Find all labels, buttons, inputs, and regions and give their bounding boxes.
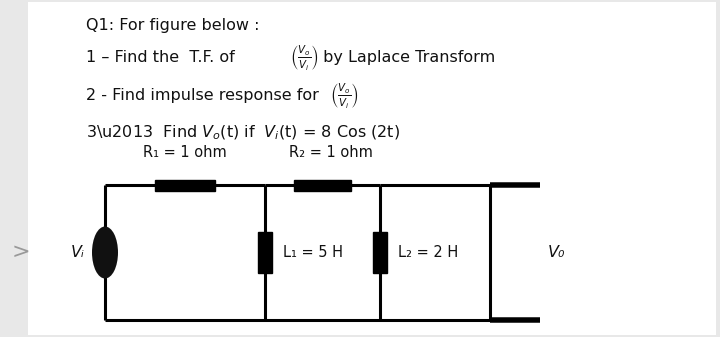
Text: Vᵢ: Vᵢ xyxy=(71,245,85,260)
Text: R₁ = 1 ohm: R₁ = 1 ohm xyxy=(143,145,227,160)
Text: 2 - Find impulse response for: 2 - Find impulse response for xyxy=(86,88,324,103)
Text: 1 – Find the  T.F. of: 1 – Find the T.F. of xyxy=(86,50,245,65)
Text: L₂ = 2 H: L₂ = 2 H xyxy=(398,245,458,260)
Bar xyxy=(155,180,215,190)
Text: $\left(\frac{V_o}{V_i}\right)$: $\left(\frac{V_o}{V_i}\right)$ xyxy=(290,44,319,73)
Bar xyxy=(294,180,351,190)
Bar xyxy=(373,232,387,273)
Text: L₁ = 5 H: L₁ = 5 H xyxy=(283,245,343,260)
Text: by Laplace Transform: by Laplace Transform xyxy=(318,50,495,65)
Text: Q1: For figure below :: Q1: For figure below : xyxy=(86,18,259,33)
Text: $\left(\frac{V_o}{V_i}\right)$: $\left(\frac{V_o}{V_i}\right)$ xyxy=(330,82,359,111)
Bar xyxy=(258,232,272,273)
Text: >: > xyxy=(12,242,30,262)
Text: 3\u2013  Find $\mathit{V_o}$(t) if  $\mathit{V_i}$(t) = 8 Cos (2t): 3\u2013 Find $\mathit{V_o}$(t) if $\math… xyxy=(86,124,400,143)
Text: V₀: V₀ xyxy=(548,245,565,260)
FancyBboxPatch shape xyxy=(28,2,716,335)
Ellipse shape xyxy=(92,226,118,278)
Text: R₂ = 1 ohm: R₂ = 1 ohm xyxy=(289,145,372,160)
